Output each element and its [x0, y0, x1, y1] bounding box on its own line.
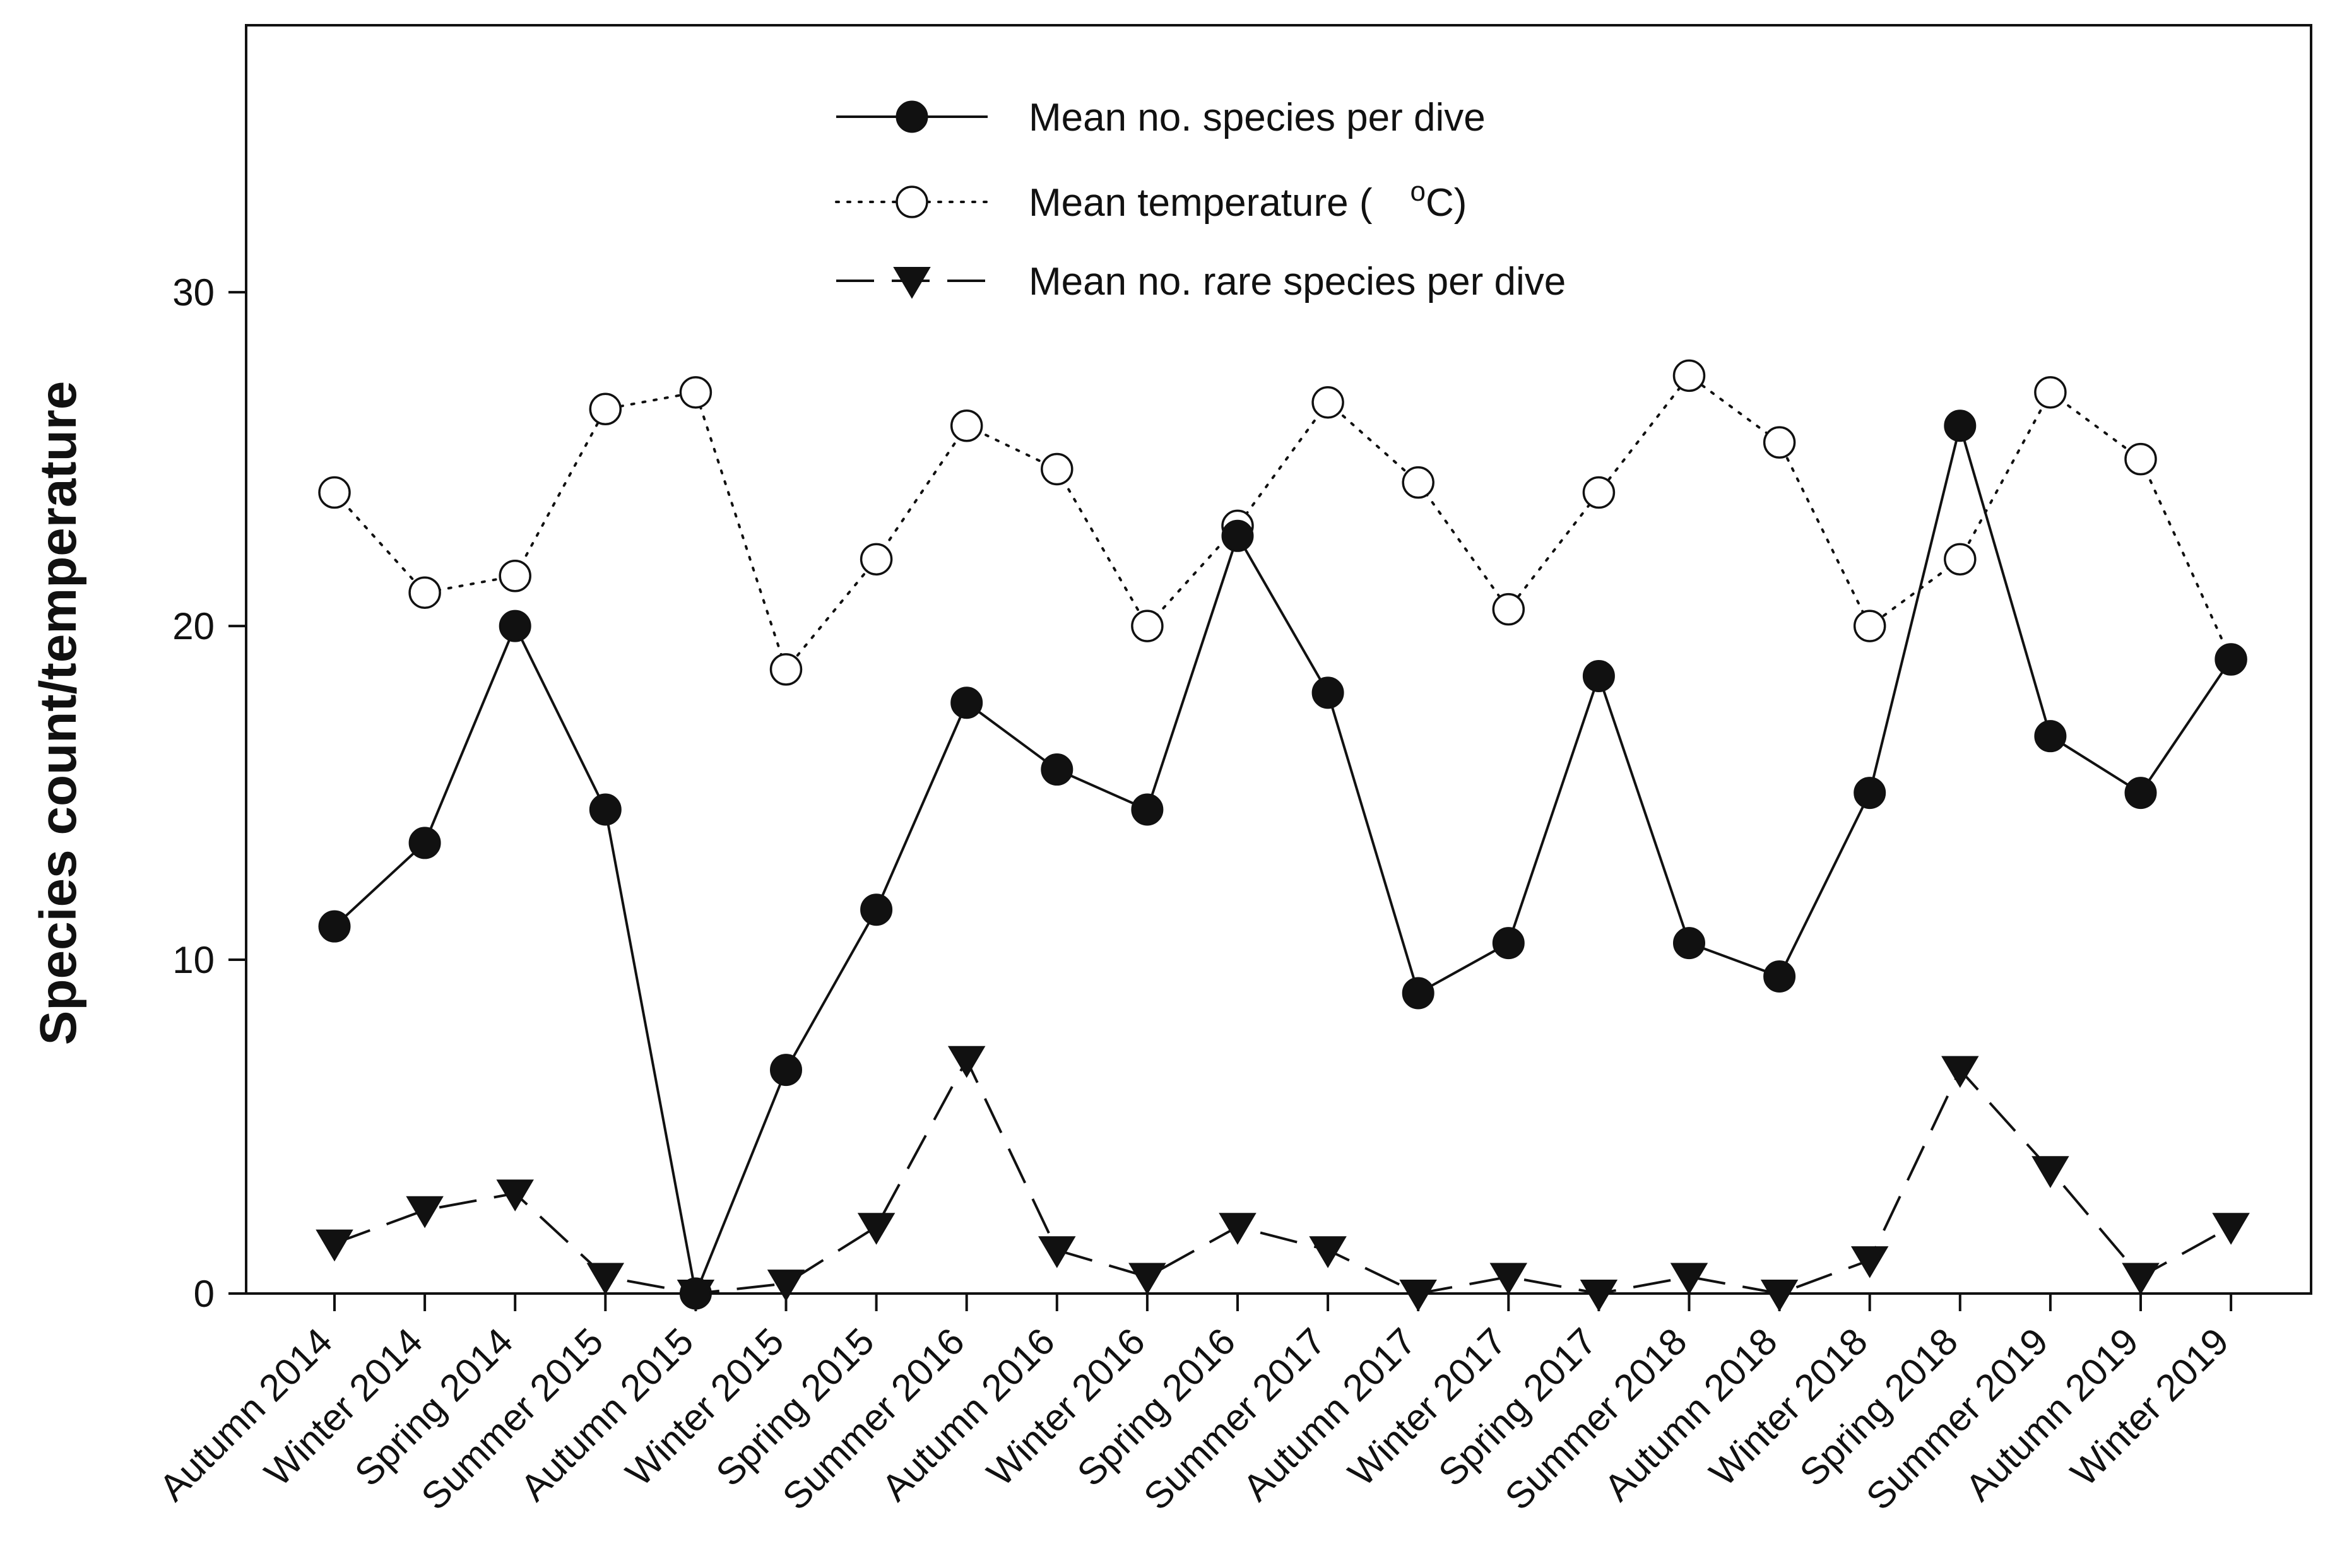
legend-label: Mean no. species per dive [1029, 96, 1486, 139]
data-point [2034, 376, 2067, 409]
data-point [1853, 610, 1886, 642]
data-point [950, 687, 983, 719]
data-point [1131, 793, 1164, 826]
legend-label: Mean temperature (oC) [1029, 176, 1467, 225]
data-point [2031, 1156, 2069, 1188]
data-point [679, 1277, 712, 1310]
data-point [406, 1196, 444, 1229]
y-tick-label: 10 [172, 939, 215, 981]
legend-entry-0: Mean no. species per dive [836, 96, 1486, 139]
data-point [1944, 410, 1977, 442]
data-point [496, 1179, 534, 1211]
data-point [1673, 927, 1705, 960]
data-point [1763, 426, 1796, 459]
y-tick-label: 30 [172, 271, 215, 314]
data-point [408, 827, 441, 859]
data-point [1672, 359, 1706, 392]
data-point [499, 610, 531, 642]
series-line [333, 421, 2232, 1299]
legend-marker [893, 267, 931, 299]
data-point [860, 893, 893, 926]
data-point [1311, 386, 1344, 419]
legend-label-unit: C) [1426, 181, 1467, 225]
data-point [2124, 442, 2157, 476]
data-point [857, 1213, 896, 1245]
data-point [589, 793, 622, 826]
data-point [860, 543, 893, 576]
data-point [1402, 466, 1434, 499]
data-point [1944, 543, 1977, 576]
legend: Mean no. species per dive Mean temperatur… [835, 96, 1566, 304]
data-point [2212, 1213, 2250, 1245]
data-point [679, 376, 713, 409]
data-point [1670, 1263, 1708, 1295]
data-point [2122, 1263, 2160, 1295]
series-1 [318, 359, 2247, 686]
data-point [499, 560, 531, 592]
data-point [1399, 1280, 1437, 1312]
data-point [770, 1054, 802, 1087]
data-point [950, 409, 983, 442]
legend-marker [896, 186, 928, 218]
data-point [1492, 927, 1525, 960]
data-point [1582, 659, 1615, 692]
data-point [408, 576, 441, 609]
series-0 [318, 410, 2247, 1310]
data-point [769, 653, 803, 686]
data-point [767, 1270, 805, 1302]
y-tick-label: 20 [172, 605, 215, 647]
data-point [589, 392, 622, 426]
data-point [2124, 777, 2157, 810]
data-point [318, 476, 351, 509]
data-point [1041, 452, 1073, 486]
data-point [1311, 676, 1344, 709]
data-point [1309, 1236, 1347, 1268]
series-group [316, 359, 2250, 1312]
data-point [1580, 1280, 1618, 1312]
legend-marker [896, 100, 928, 133]
data-point [1221, 519, 1254, 552]
data-point [1128, 1263, 1166, 1295]
data-point [1763, 960, 1796, 993]
data-point [1854, 777, 1886, 810]
data-point [1489, 1263, 1528, 1295]
legend-label-superscript: o [1410, 176, 1425, 207]
data-point [2215, 643, 2247, 676]
data-point [1219, 1213, 1257, 1245]
data-point [1760, 1280, 1799, 1312]
legend-entry-2: Mean no. rare species per dive [836, 260, 1566, 304]
data-point [1402, 977, 1434, 1010]
y-tick-label: 0 [194, 1273, 215, 1315]
data-point [1038, 1236, 1076, 1268]
data-point [1041, 753, 1073, 786]
series-2 [316, 1046, 2250, 1312]
data-point [947, 1046, 986, 1078]
series-line [334, 1057, 2232, 1295]
data-point [1582, 476, 1616, 509]
data-point [1850, 1246, 1889, 1278]
y-axis-label: Species count/temperature [30, 381, 87, 1046]
data-point [1941, 1056, 1979, 1088]
legend-entry-1: Mean temperature (oC) [835, 176, 1467, 225]
data-point [1492, 592, 1525, 626]
data-point [316, 1229, 353, 1262]
data-point [586, 1263, 625, 1295]
legend-label: Mean no. rare species per dive [1029, 260, 1566, 304]
data-point [2034, 720, 2067, 753]
data-point [1131, 610, 1164, 642]
plot-frame [245, 24, 2312, 1295]
data-point [318, 910, 351, 943]
